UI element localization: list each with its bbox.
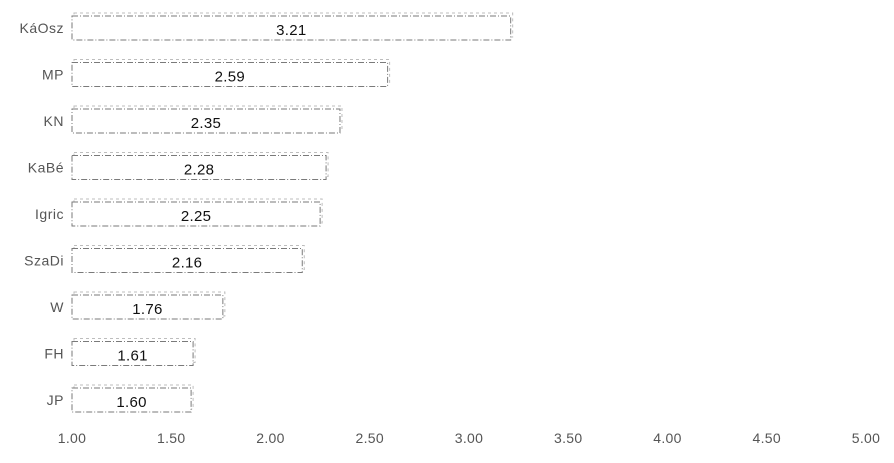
category-label: Igric	[35, 206, 64, 222]
x-tick-label: 3.00	[455, 430, 483, 446]
x-tick-label: 2.50	[356, 430, 384, 446]
category-label: W	[50, 299, 64, 315]
value-label: 1.76	[132, 301, 162, 318]
x-axis-tick-labels-group: 1.00 1.50 2.00 2.50 3.00 3.50 4.00 4.50 5.00	[58, 430, 880, 446]
category-labels-group: KáOsz MP KN KaBé Igric SzaDi W FH JP	[19, 20, 64, 408]
category-label: KaBé	[28, 160, 64, 176]
x-tick-label: 4.00	[653, 430, 681, 446]
bar-KN	[71, 108, 341, 134]
bar-KaBé	[71, 155, 327, 180]
x-tick-label: 4.50	[753, 430, 781, 446]
value-label: 1.61	[117, 348, 147, 365]
bar-shadow	[73, 245, 305, 270]
bars-group	[71, 12, 514, 413]
value-label: 2.16	[172, 255, 202, 272]
category-label: KáOsz	[19, 20, 64, 36]
bar-MP	[71, 62, 389, 87]
x-tick-label: 1.00	[58, 430, 86, 446]
value-label: 1.60	[116, 394, 146, 411]
bar-SzaDi	[71, 248, 303, 273]
x-tick-label: 2.00	[256, 430, 284, 446]
value-label: 2.28	[184, 162, 214, 179]
value-label: 3.21	[276, 22, 306, 39]
x-tick-label: 5.00	[852, 430, 880, 446]
bar-shadow	[73, 152, 329, 177]
category-label: JP	[47, 392, 64, 408]
x-tick-label: 3.50	[554, 430, 582, 446]
value-label: 2.59	[215, 69, 245, 86]
category-label: FH	[44, 346, 64, 362]
bar-Igric	[71, 201, 321, 227]
bar-FH	[71, 341, 194, 366]
category-label: KN	[44, 113, 64, 129]
bar-KáOsz	[71, 15, 512, 41]
category-label: MP	[42, 67, 64, 83]
bar-W	[71, 294, 224, 320]
value-label: 2.35	[191, 115, 221, 132]
category-label: SzaDi	[24, 253, 64, 269]
bar-JP	[71, 387, 192, 413]
value-label: 2.25	[181, 208, 211, 225]
value-labels-group: 3.21 2.59 2.35 2.28 2.25 2.16 1.76 1.61 1.60	[116, 22, 306, 411]
x-tick-label: 1.50	[157, 430, 185, 446]
